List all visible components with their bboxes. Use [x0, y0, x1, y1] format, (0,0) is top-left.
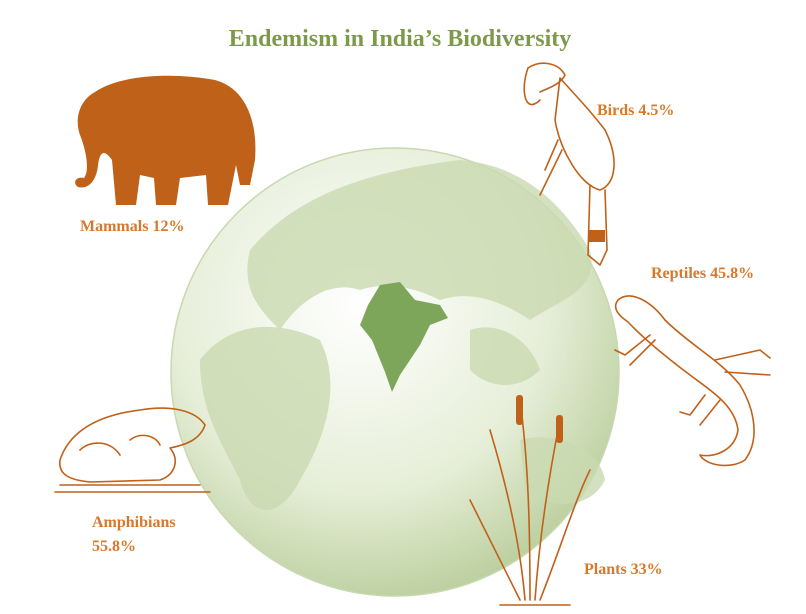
title: Endemism in India’s Biodiversity	[229, 26, 572, 52]
mammals-label: Mammals 12%	[80, 218, 184, 235]
birds-label: Birds 4.5%	[597, 102, 674, 119]
globe	[171, 148, 619, 596]
reptiles-label: Reptiles 45.8%	[651, 265, 754, 282]
plants-value: 33%	[631, 561, 663, 578]
plants-label: Plants 33%	[584, 561, 663, 578]
amphibians-name: Amphibians	[92, 514, 176, 531]
reptiles-value: 45.8%	[710, 265, 754, 282]
reptiles-name: Reptiles	[651, 265, 706, 282]
plants-name: Plants	[584, 561, 627, 578]
amphibians-value: 55.8%	[92, 538, 136, 555]
birds-name: Birds	[597, 102, 634, 119]
mammals-value: 12%	[152, 218, 184, 235]
mammals-name: Mammals	[80, 218, 148, 235]
birds-value: 4.5%	[638, 102, 674, 119]
infographic: Endemism in India’s Biodiversity Mammals…	[0, 0, 806, 614]
